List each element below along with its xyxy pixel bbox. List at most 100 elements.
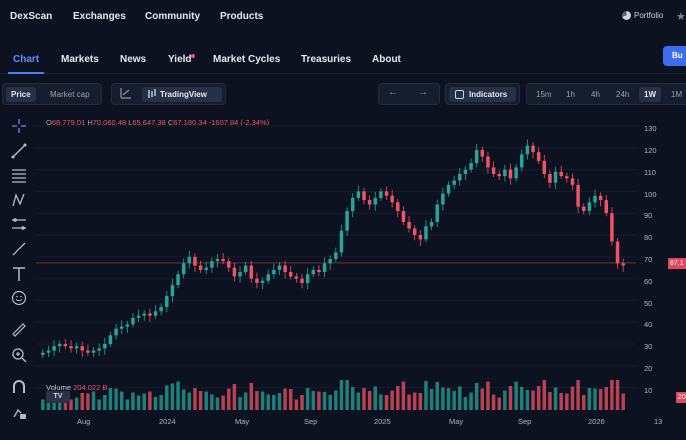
volume-bar bbox=[266, 394, 270, 410]
candle-body bbox=[615, 241, 620, 264]
ruler-icon[interactable] bbox=[10, 322, 28, 340]
candle-body bbox=[452, 180, 456, 185]
nav-exchanges[interactable]: Exchanges bbox=[73, 11, 126, 22]
price-chart[interactable] bbox=[36, 120, 636, 415]
indicators-label: Indicators bbox=[469, 90, 508, 99]
volume-bar bbox=[350, 387, 355, 410]
interval-24h[interactable]: 24h bbox=[616, 90, 630, 99]
volume-bar bbox=[283, 388, 287, 410]
horizontal-lines-icon[interactable] bbox=[10, 167, 28, 185]
volume-bar bbox=[407, 394, 411, 410]
volume-bar bbox=[148, 391, 152, 410]
new-badge-dot bbox=[191, 54, 195, 58]
x-tick: 2026 bbox=[588, 417, 605, 426]
candle-body bbox=[486, 156, 490, 168]
volume-bar bbox=[119, 391, 124, 410]
candle-body bbox=[536, 152, 541, 161]
price-marketcap-toggle: Price Market cap bbox=[2, 83, 102, 105]
brush-icon[interactable] bbox=[10, 241, 28, 259]
tab-treasuries[interactable]: Treasuries bbox=[301, 54, 352, 65]
volume-bar bbox=[469, 392, 473, 410]
price-toggle[interactable]: Price bbox=[6, 87, 36, 102]
candle-body bbox=[294, 276, 299, 279]
volume-bar bbox=[542, 380, 547, 410]
line-chart-icon[interactable] bbox=[120, 87, 132, 102]
lock-drawing-icon[interactable] bbox=[10, 404, 28, 422]
y-tick: 50 bbox=[644, 299, 653, 308]
arrow-left-icon[interactable]: ← bbox=[388, 87, 398, 98]
candle-body bbox=[193, 256, 197, 266]
candle-body bbox=[165, 296, 169, 307]
candle-body bbox=[227, 261, 231, 268]
volume-bar bbox=[458, 386, 462, 410]
candle-body bbox=[491, 167, 496, 174]
magnet-icon[interactable] bbox=[10, 379, 28, 397]
volume-bar bbox=[153, 397, 158, 410]
tab-news[interactable]: News bbox=[120, 54, 147, 65]
zoom-in-icon[interactable] bbox=[10, 347, 28, 365]
buy-button[interactable]: Bu bbox=[663, 46, 686, 66]
crosshair-icon[interactable] bbox=[10, 118, 28, 136]
candle-body bbox=[80, 346, 85, 351]
candle-body bbox=[266, 274, 270, 281]
interval-15m[interactable]: 15m bbox=[536, 90, 552, 99]
drawing-toolbar bbox=[0, 116, 36, 440]
arrow-right-icon[interactable]: → bbox=[418, 87, 428, 98]
interval-1h[interactable]: 1h bbox=[566, 90, 575, 99]
pattern-icon[interactable] bbox=[10, 192, 28, 210]
candle-body bbox=[610, 213, 614, 242]
volume-bar bbox=[565, 393, 569, 410]
indicators-icon bbox=[455, 90, 464, 99]
candle-body bbox=[181, 263, 186, 275]
indicators-button[interactable]: Indicators bbox=[445, 83, 520, 105]
candle-body bbox=[204, 267, 208, 270]
volume-bar bbox=[373, 386, 378, 410]
market-cap-toggle[interactable]: Market cap bbox=[50, 90, 90, 99]
volume-bar bbox=[497, 397, 501, 410]
emoji-icon[interactable] bbox=[10, 290, 28, 308]
nav-products[interactable]: Products bbox=[220, 11, 264, 22]
tradingview-toggle[interactable]: TradingView bbox=[142, 87, 222, 102]
candle-body bbox=[74, 346, 79, 349]
star-icon[interactable]: ★ bbox=[676, 11, 686, 23]
candle-body bbox=[350, 197, 355, 212]
volume-bar bbox=[508, 386, 513, 410]
volume-bar bbox=[570, 386, 575, 410]
volume-bar bbox=[80, 393, 85, 410]
volume-bar bbox=[503, 390, 507, 410]
volume-bar bbox=[593, 388, 597, 410]
portfolio-link[interactable]: Portfolio bbox=[622, 11, 663, 20]
tab-market-cycles[interactable]: Market Cycles bbox=[213, 54, 281, 65]
y-tick: 130 bbox=[644, 124, 657, 133]
candle-body bbox=[215, 258, 220, 262]
candle-body bbox=[576, 184, 580, 207]
volume-bar bbox=[272, 395, 276, 410]
candle-body bbox=[125, 324, 130, 327]
brand-logo[interactable]: DexScan bbox=[10, 11, 53, 22]
volume-bar bbox=[362, 388, 366, 410]
candle-body bbox=[390, 195, 394, 203]
trend-line-icon[interactable] bbox=[10, 143, 28, 161]
tradingview-logo[interactable]: TV bbox=[46, 391, 70, 403]
volume-bar bbox=[328, 395, 332, 410]
fib-icon[interactable] bbox=[10, 216, 28, 234]
tab-markets[interactable]: Markets bbox=[61, 54, 99, 65]
tab-chart[interactable]: Chart bbox=[13, 54, 40, 65]
tab-yield[interactable]: Yield bbox=[168, 54, 192, 65]
interval-4h[interactable]: 4h bbox=[591, 90, 600, 99]
volume-bar bbox=[277, 393, 282, 410]
interval-1m[interactable]: 1M bbox=[671, 90, 683, 99]
candle-body bbox=[401, 211, 406, 222]
top-navbar: DexScan Exchanges Community Products Por… bbox=[0, 0, 686, 34]
tradingview-label: TradingView bbox=[160, 90, 207, 99]
interval-1w[interactable]: 1W bbox=[639, 87, 661, 102]
volume-readout: Volume 204.022 B bbox=[46, 383, 107, 392]
volume-bar bbox=[418, 393, 423, 410]
candle-body bbox=[41, 352, 45, 355]
volume-bar bbox=[463, 397, 468, 410]
text-icon[interactable] bbox=[10, 266, 28, 284]
current-volume-tag: 204 bbox=[676, 392, 686, 403]
nav-community[interactable]: Community bbox=[145, 11, 200, 22]
tab-about[interactable]: About bbox=[372, 54, 401, 65]
candle-body bbox=[587, 202, 592, 212]
